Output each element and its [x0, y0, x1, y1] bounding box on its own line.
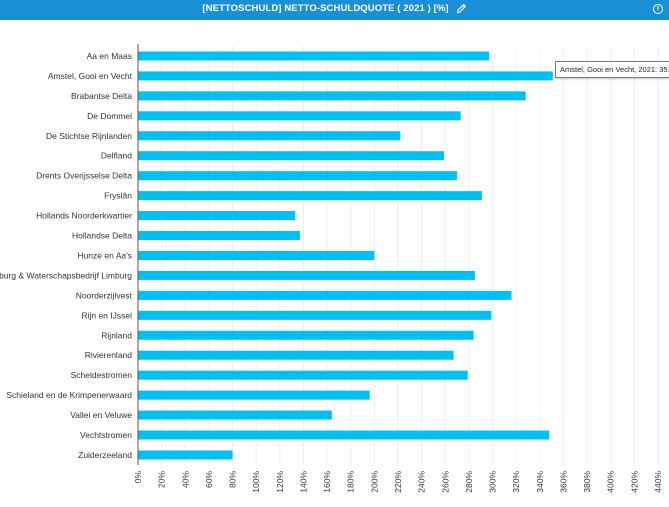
x-tick-label: 20%	[157, 471, 167, 488]
bar[interactable]	[138, 410, 332, 420]
bar[interactable]	[138, 350, 454, 360]
bar[interactable]	[138, 191, 482, 201]
x-tick-label: 280%	[464, 471, 474, 493]
chart-tooltip: Amstel, Gooi en Vecht, 2021: 351%	[555, 61, 669, 78]
chart-title-bar: [NETTOSCHULD] NETTO-SCHULDQUOTE ( 2021 )…	[0, 3, 669, 14]
bar[interactable]	[138, 330, 474, 340]
x-tick-label: 80%	[228, 471, 238, 488]
bar[interactable]	[138, 290, 512, 300]
x-tick-label: 320%	[511, 471, 521, 493]
category-label: Brabantse Delta	[71, 91, 132, 101]
category-label: Vallei en Veluwe	[70, 410, 132, 420]
x-tick-label: 180%	[346, 471, 356, 493]
category-label: Hollands Noorderkwartier	[36, 211, 132, 221]
chart-header: [NETTOSCHULD] NETTO-SCHULDQUOTE ( 2021 )…	[0, 0, 669, 20]
category-label: Schieland en de Krimpenerwaard	[6, 390, 132, 400]
x-tick-label: 440%	[653, 471, 663, 493]
x-tick-label: 340%	[535, 471, 545, 493]
info-icon[interactable]: i	[653, 4, 663, 14]
bar[interactable]	[138, 450, 233, 460]
bar[interactable]	[138, 91, 526, 101]
category-label: Scheldestromen	[71, 370, 133, 380]
x-tick-label: 240%	[417, 471, 427, 493]
pencil-icon[interactable]	[456, 3, 467, 14]
x-tick-label: 300%	[488, 471, 498, 493]
x-tick-label: 220%	[393, 471, 403, 493]
category-label: Aa en Maas	[87, 51, 132, 61]
x-tick-label: 380%	[582, 471, 592, 493]
x-tick-label: 60%	[204, 471, 214, 488]
bar[interactable]	[138, 111, 461, 121]
x-tick-label: 420%	[629, 471, 639, 493]
bar[interactable]	[138, 171, 458, 181]
category-label: Rijnland	[101, 330, 132, 340]
x-tick-label: 100%	[251, 471, 261, 493]
category-label: Delfland	[101, 151, 132, 161]
category-label: Vechtstromen	[80, 430, 132, 440]
bar[interactable]	[138, 270, 475, 280]
category-label: Hollandse Delta	[72, 231, 132, 241]
bar[interactable]	[138, 151, 445, 161]
bar[interactable]	[138, 250, 375, 260]
category-label: De Dommel	[87, 111, 132, 121]
bar[interactable]	[138, 310, 492, 320]
chart-title: [NETTOSCHULD] NETTO-SCHULDQUOTE ( 2021 )…	[202, 3, 449, 14]
bar[interactable]	[138, 131, 401, 141]
bar[interactable]	[138, 71, 553, 81]
bar[interactable]	[138, 211, 296, 221]
x-tick-label: 160%	[322, 471, 332, 493]
category-label: Rijn en IJssel	[81, 310, 132, 320]
x-tick-label: 200%	[369, 471, 379, 493]
category-label: Noorderzijlvest	[76, 290, 133, 300]
bar[interactable]	[138, 231, 300, 241]
category-label: De Stichtse Rijnlanden	[46, 131, 132, 141]
bar[interactable]	[138, 390, 370, 400]
category-label: Rivierenland	[85, 350, 133, 360]
category-label: Drents Overijsselse Delta	[36, 171, 132, 181]
x-tick-label: 140%	[298, 471, 308, 493]
x-tick-label: 260%	[440, 471, 450, 493]
x-tick-label: 120%	[275, 471, 285, 493]
bar[interactable]	[138, 51, 489, 61]
x-tick-label: 360%	[558, 471, 568, 493]
bar[interactable]	[138, 370, 468, 380]
category-label: Fryslân	[104, 191, 132, 201]
category-label: Amstel, Gooi en Vecht	[48, 71, 133, 81]
category-label: Limburg & Waterschapsbedrijf Limburg	[0, 270, 132, 280]
bar[interactable]	[138, 430, 550, 440]
category-label: Hunze en Aa's	[77, 250, 132, 260]
x-tick-label: 400%	[606, 471, 616, 493]
x-tick-label: 40%	[180, 471, 190, 488]
category-label: Zuiderzeeland	[78, 450, 132, 460]
x-tick-label: 0%	[133, 471, 143, 484]
bar-chart: Aa en Maas Amstel, Gooi en Vecht Brabantse…	[0, 44, 663, 493]
